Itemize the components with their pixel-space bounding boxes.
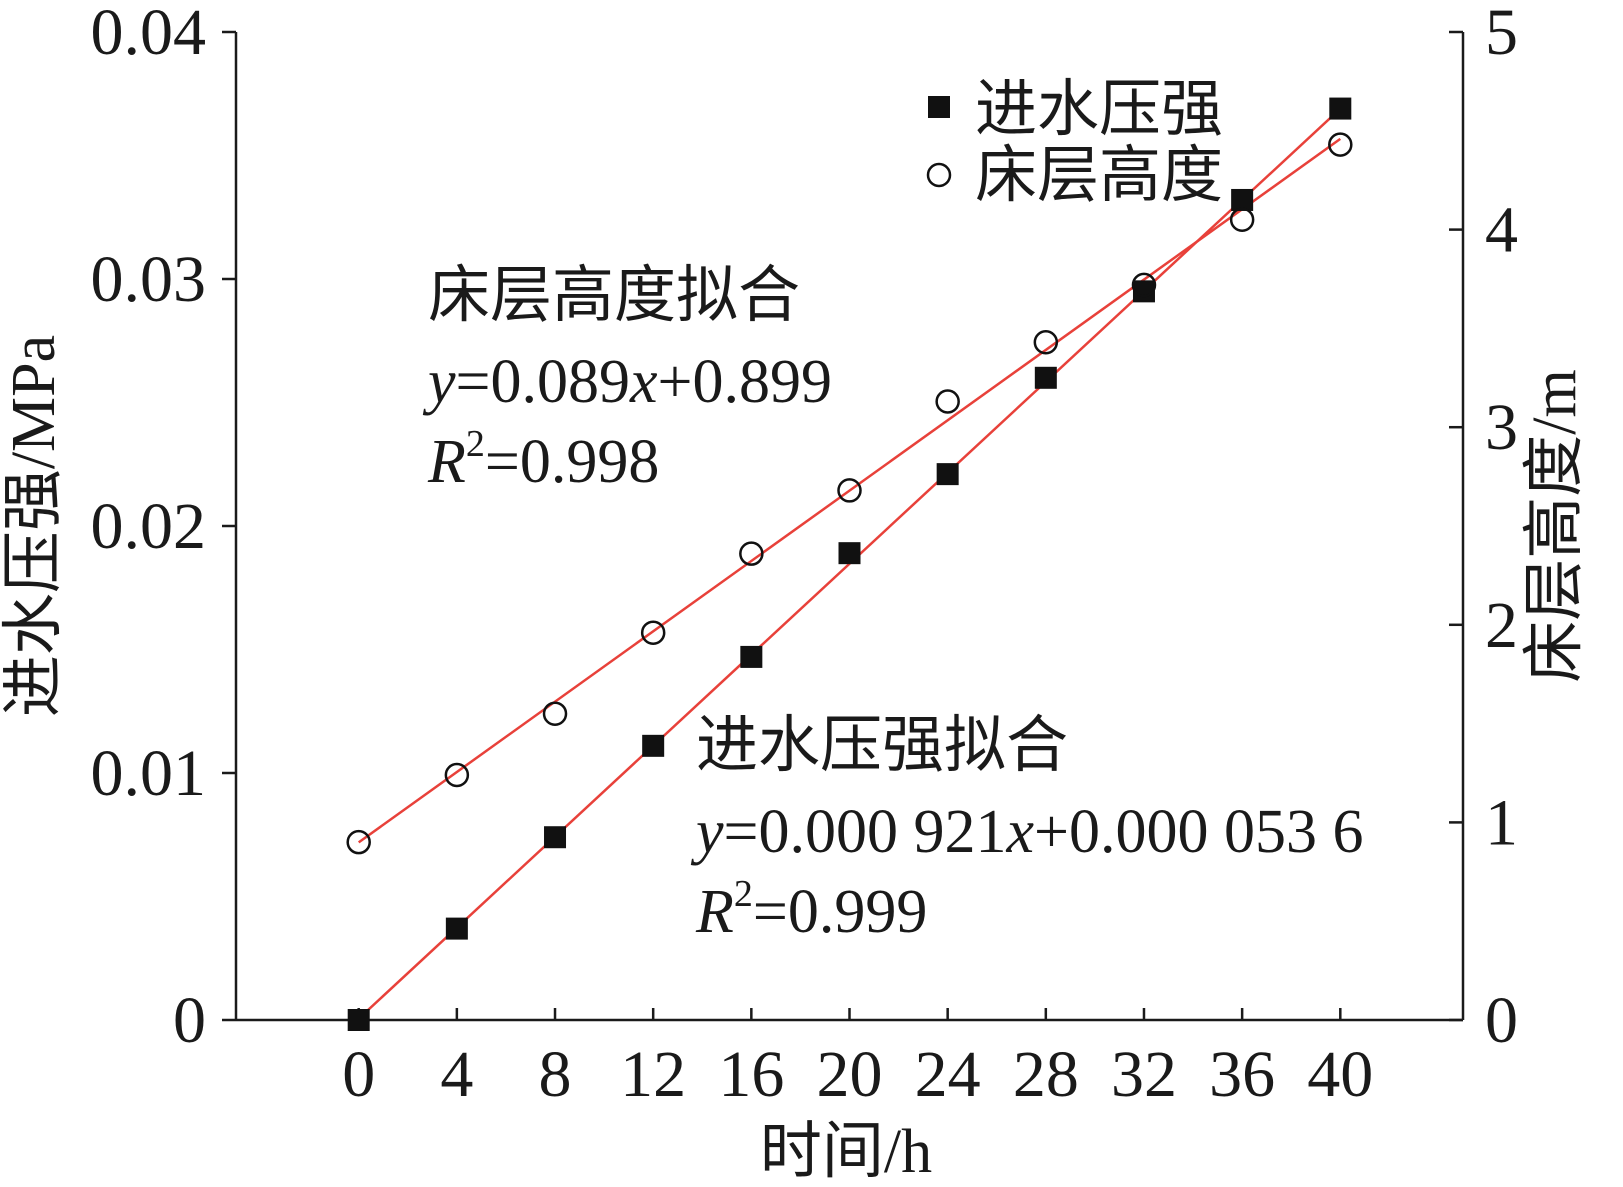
- y-left-tick-label: 0: [173, 984, 206, 1057]
- pressure-point: [740, 645, 763, 668]
- x-axis-title: 时间/h: [760, 1118, 932, 1186]
- legend-marker-pressure: [928, 96, 950, 118]
- x-tick-label: 28: [1013, 1038, 1079, 1111]
- bed-height-point: [542, 701, 568, 726]
- pressure-fit-eq-y: y: [690, 798, 724, 866]
- pressure-point: [445, 917, 468, 940]
- pressure-fit-r-value: =0.999: [753, 878, 927, 946]
- bed-height-point: [1229, 207, 1255, 232]
- x-tick-label: 0: [342, 1038, 375, 1111]
- bed-fit-r-letter: R: [427, 428, 466, 496]
- bed-height-point: [640, 620, 666, 645]
- y-right-tick-label: 0: [1485, 984, 1518, 1057]
- y-right-tick-label: 4: [1485, 194, 1518, 267]
- x-tick-label: 32: [1111, 1038, 1177, 1111]
- y-left-ticks: 0 0.01 0.02 0.03 0.04: [91, 0, 236, 1057]
- y-right-axis-title: 床层高度/m: [1521, 369, 1589, 682]
- y-right-tick-label: 5: [1485, 0, 1518, 69]
- y-right-ticks: 0 1 2 3 4 5: [1449, 0, 1518, 1057]
- bed-height-point: [739, 541, 764, 566]
- x-tick-label: 24: [915, 1038, 981, 1111]
- bed-fit-eq-x: x: [629, 348, 658, 416]
- fit-line: [357, 137, 1342, 844]
- pressure-point: [936, 463, 959, 486]
- y-right-tick-label: 3: [1485, 391, 1518, 464]
- bed-fit-r2: R2=0.998: [427, 423, 659, 496]
- legend-marker-bed-height: [926, 162, 952, 188]
- pressure-point: [1132, 280, 1155, 303]
- pressure-fit-eq-rest: =0.000 921: [724, 798, 1007, 866]
- pressure-fit-r-letter: R: [695, 878, 734, 946]
- pressure-fit-equation: y=0.000 921x+0.000 053 6: [690, 798, 1364, 866]
- y-left-tick-label: 0.03: [91, 243, 207, 316]
- bed-height-point: [837, 478, 862, 503]
- y-left-tick-label: 0.04: [91, 0, 207, 69]
- bed-height-point: [346, 829, 371, 855]
- pressure-point: [544, 826, 567, 849]
- pressure-point: [1034, 366, 1057, 389]
- pressure-fit-r2: R2=0.999: [695, 873, 927, 946]
- pressure-fit-title: 进水压强拟合: [696, 712, 1068, 780]
- pressure-fit-eq-x: x: [1006, 798, 1035, 866]
- bed-fit-r-value: =0.998: [485, 428, 659, 496]
- x-tick-label: 40: [1307, 1038, 1373, 1111]
- bed-height-point: [1131, 272, 1157, 298]
- y-left-tick-label: 0.02: [91, 490, 207, 563]
- legend-label-bed-height: 床层高度: [975, 142, 1223, 210]
- series-marks: [346, 97, 1353, 1031]
- x-tick-label: 36: [1209, 1038, 1275, 1111]
- legend: 进水压强 床层高度: [926, 76, 1223, 210]
- bed-fit-title: 床层高度拟合: [428, 262, 800, 330]
- pressure-point: [642, 734, 665, 757]
- x-tick-label: 12: [620, 1038, 686, 1111]
- legend-label-pressure: 进水压强: [975, 76, 1223, 144]
- pressure-point: [838, 542, 861, 565]
- x-tick-label: 20: [817, 1038, 883, 1111]
- pressure-fit-r-sup: 2: [734, 873, 753, 915]
- bed-fit-eq-rest: =0.089: [456, 348, 630, 416]
- pressure-fit-eq-tail: +0.000 053 6: [1034, 798, 1363, 866]
- x-tick-label: 8: [539, 1038, 572, 1111]
- bed-height-point: [935, 389, 960, 414]
- x-tick-label: 4: [440, 1038, 473, 1111]
- bed-height-point: [1328, 132, 1353, 157]
- y-left-tick-label: 0.01: [91, 737, 207, 810]
- bed-fit-equation: y=0.089x+0.899: [422, 348, 832, 416]
- bed-height-point: [1033, 329, 1059, 355]
- pressure-point: [347, 1009, 370, 1031]
- bed-height-point: [444, 762, 470, 788]
- x-tick-label: 16: [718, 1038, 784, 1111]
- bed-fit-eq-tail: +0.899: [658, 348, 832, 416]
- x-ticks: 0 4 8 12 16 20 24 28 32 36 40: [342, 1008, 1373, 1111]
- y-left-axis-title: 进水压强/MPa: [0, 335, 68, 717]
- pressure-fit-annotation: 进水压强拟合 y=0.000 921x+0.000 053 6 R2=0.999: [690, 712, 1364, 946]
- pressure-point: [1231, 188, 1254, 211]
- bed-fit-annotation: 床层高度拟合 y=0.089x+0.899 R2=0.998: [422, 262, 832, 496]
- bed-fit-r-sup: 2: [466, 423, 485, 465]
- y-right-tick-label: 2: [1485, 589, 1518, 662]
- y-right-tick-label: 1: [1485, 786, 1518, 859]
- bed-fit-eq-y: y: [422, 348, 456, 416]
- pressure-point: [1329, 97, 1352, 120]
